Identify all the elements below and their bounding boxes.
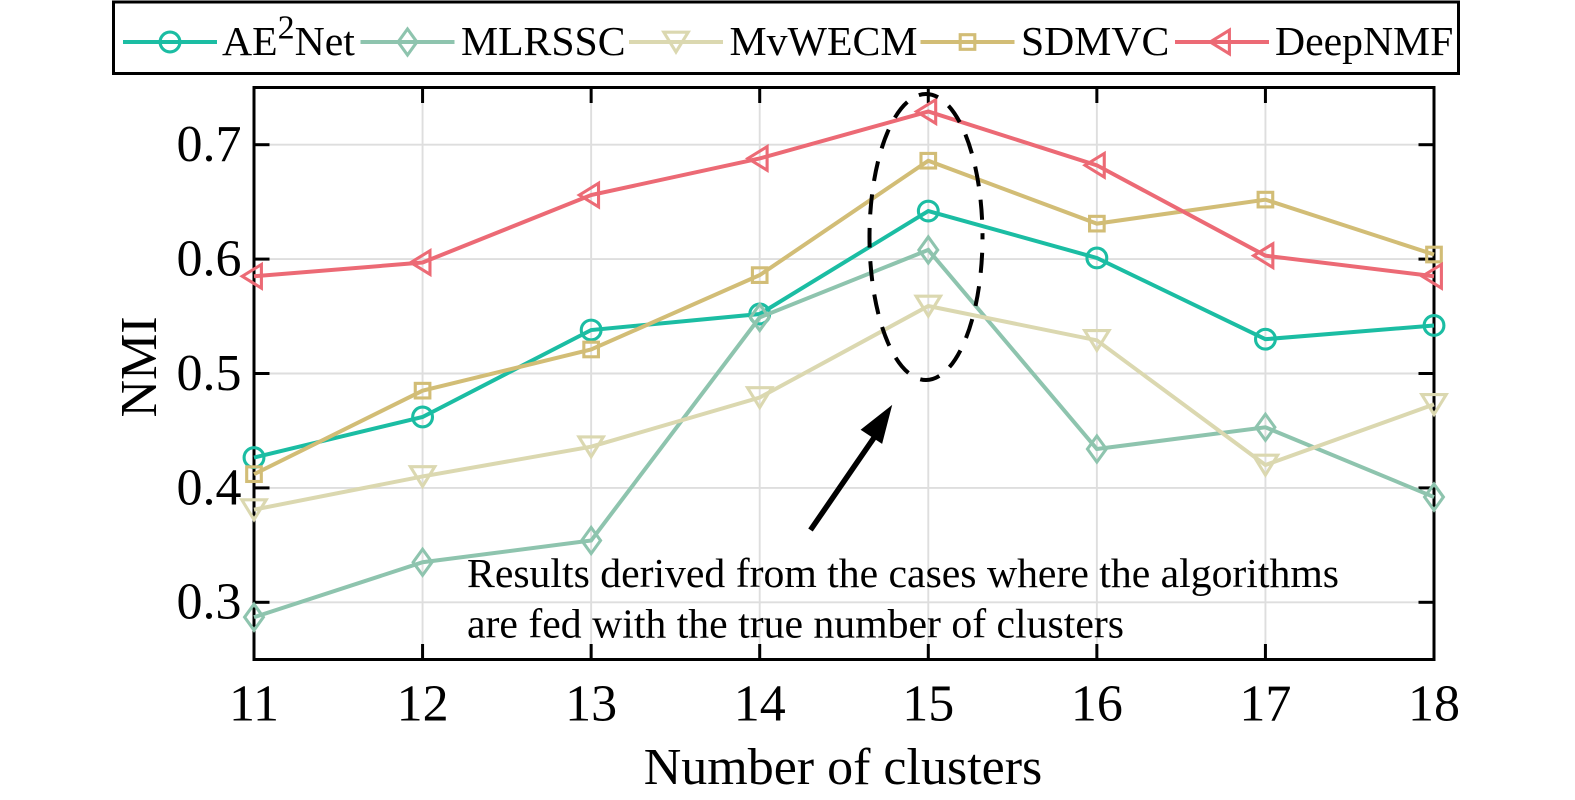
svg-text:18: 18 bbox=[1408, 675, 1460, 732]
svg-text:AE2Net: AE2Net bbox=[222, 10, 355, 66]
svg-text:0.7: 0.7 bbox=[177, 116, 242, 173]
svg-text:0.4: 0.4 bbox=[177, 459, 242, 516]
svg-text:0.5: 0.5 bbox=[177, 345, 242, 402]
svg-text:0.3: 0.3 bbox=[177, 574, 242, 631]
svg-text:11: 11 bbox=[229, 675, 279, 732]
svg-text:13: 13 bbox=[565, 675, 617, 732]
svg-text:are fed with the true number o: are fed with the true number of clusters bbox=[467, 602, 1124, 648]
svg-text:0.6: 0.6 bbox=[177, 231, 242, 288]
svg-text:16: 16 bbox=[1071, 675, 1123, 732]
svg-text:MvWECM: MvWECM bbox=[730, 19, 918, 65]
svg-text:17: 17 bbox=[1239, 675, 1291, 732]
svg-text:Number of clusters: Number of clusters bbox=[644, 739, 1043, 796]
svg-text:MLRSSC: MLRSSC bbox=[461, 19, 626, 65]
svg-text:DeepNMF: DeepNMF bbox=[1275, 19, 1453, 65]
svg-text:SDMVC: SDMVC bbox=[1021, 19, 1169, 65]
svg-text:14: 14 bbox=[734, 675, 786, 732]
svg-text:NMI: NMI bbox=[111, 316, 168, 417]
svg-text:Results derived from the cases: Results derived from the cases where the… bbox=[467, 551, 1339, 597]
svg-text:12: 12 bbox=[397, 675, 449, 732]
svg-text:15: 15 bbox=[902, 675, 954, 732]
